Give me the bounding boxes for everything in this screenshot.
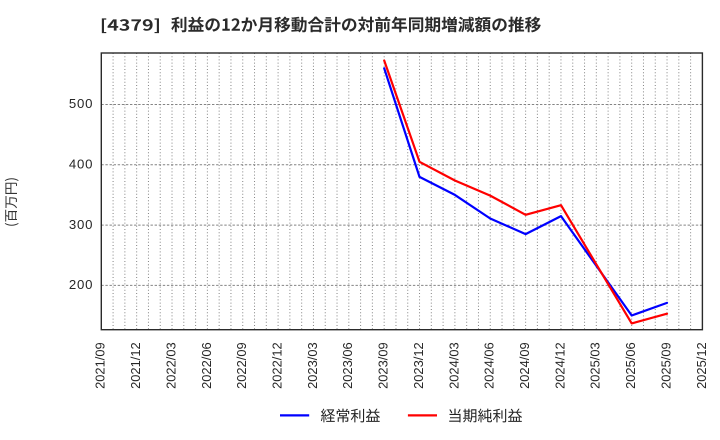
svg-text:2021/09: 2021/09 — [93, 342, 108, 389]
svg-text:2022/06: 2022/06 — [199, 342, 214, 389]
svg-text:2023/12: 2023/12 — [411, 342, 426, 389]
svg-text:200: 200 — [69, 277, 93, 292]
svg-text:2023/06: 2023/06 — [340, 342, 355, 389]
svg-text:2025/03: 2025/03 — [588, 342, 603, 389]
svg-text:2023/03: 2023/03 — [305, 342, 320, 389]
svg-text:2022/09: 2022/09 — [234, 342, 249, 389]
svg-text:2023/09: 2023/09 — [376, 342, 391, 389]
svg-text:2022/03: 2022/03 — [163, 342, 178, 389]
svg-text:500: 500 — [69, 96, 93, 111]
svg-text:2025/12: 2025/12 — [694, 342, 709, 389]
svg-text:2025/06: 2025/06 — [623, 342, 638, 389]
svg-text:2025/09: 2025/09 — [658, 342, 673, 389]
svg-text:2024/12: 2024/12 — [552, 342, 567, 389]
svg-text:2021/12: 2021/12 — [128, 342, 143, 389]
svg-text:300: 300 — [69, 217, 93, 232]
svg-text:400: 400 — [69, 157, 93, 172]
svg-text:2024/06: 2024/06 — [482, 342, 497, 389]
svg-text:2024/03: 2024/03 — [446, 342, 461, 389]
svg-text:2022/12: 2022/12 — [270, 342, 285, 389]
svg-text:2024/09: 2024/09 — [517, 342, 532, 389]
